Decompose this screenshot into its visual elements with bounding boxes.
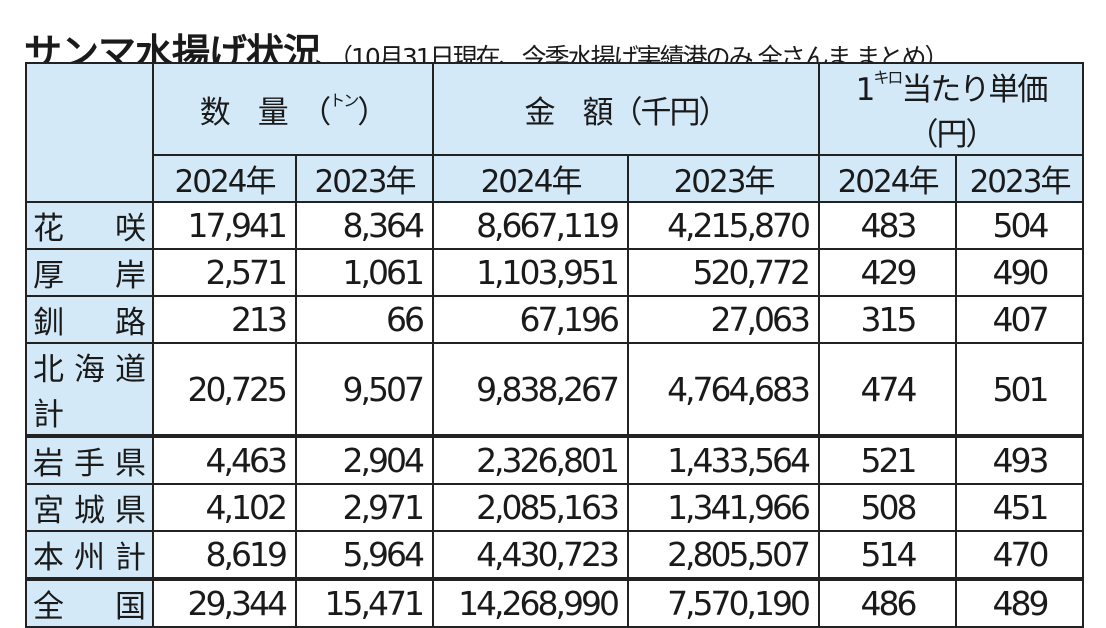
value-cell: 8,364: [294, 201, 435, 250]
value-cell: 20,725: [152, 342, 297, 438]
table-row: 厚岸 2,571 1,061 1,103,951 520,772 429 490: [25, 248, 1085, 297]
row-label: 本州計: [25, 530, 154, 581]
header-quantity: 数 量 （トン）: [151, 62, 435, 156]
value-cell: 27,063: [627, 295, 821, 344]
row-label: 宮城県: [25, 483, 154, 532]
value-cell: 2,971: [294, 483, 435, 532]
row-label: 厚岸: [25, 248, 154, 297]
row-label: 北海道計: [25, 342, 154, 438]
value-cell: 1,061: [294, 248, 435, 297]
value-cell: 17,941: [152, 201, 297, 250]
year-header: 2024年: [818, 154, 958, 203]
value-cell: 521: [818, 435, 958, 485]
year-header: 2023年: [627, 154, 821, 203]
value-cell: 483: [818, 201, 958, 250]
value-cell: 9,507: [294, 342, 435, 438]
corner-cell: [25, 62, 154, 203]
header-amount: 金 額（千円）: [432, 62, 821, 156]
year-header: 2023年: [955, 154, 1085, 203]
value-cell: 315: [818, 295, 958, 344]
table-row: 釧路 213 66 67,196 27,063 315 407: [25, 295, 1085, 344]
value-cell: 1,433,564: [627, 435, 821, 485]
value-cell: 8,619: [152, 530, 297, 581]
value-cell: 486: [818, 578, 958, 628]
value-cell: 489: [955, 578, 1085, 628]
value-cell: 29,344: [152, 578, 297, 628]
table-row: 本州計 8,619 5,964 4,430,723 2,805,507 514 470: [25, 530, 1085, 581]
value-cell: 5,964: [294, 530, 435, 581]
value-cell: 520,772: [627, 248, 821, 297]
value-cell: 67,196: [432, 295, 630, 344]
year-header: 2023年: [294, 154, 435, 203]
table-row: 北海道計 20,725 9,507 9,838,267 4,764,683 474 501: [25, 342, 1085, 438]
landing-table: 数 量 （トン） 金 額（千円） 1キロ当たり単価（円） 2024年 2023年…: [25, 62, 1085, 628]
table-row: 全国 29,344 15,471 14,268,990 7,570,190 486 489: [25, 578, 1085, 628]
header-row-years: 2024年 2023年 2024年 2023年 2024年 2023年: [26, 154, 1085, 203]
value-cell: 14,268,990: [432, 578, 630, 628]
value-cell: 1,103,951: [432, 248, 630, 297]
value-cell: 504: [955, 201, 1085, 250]
value-cell: 474: [818, 342, 958, 438]
value-cell: 493: [955, 435, 1085, 485]
value-cell: 4,430,723: [432, 530, 630, 581]
value-cell: 2,904: [294, 435, 435, 485]
value-cell: 7,570,190: [627, 578, 821, 628]
row-label: 岩手県: [25, 435, 154, 485]
value-cell: 9,838,267: [432, 342, 630, 438]
row-label: 全国: [25, 578, 154, 628]
value-cell: 2,085,163: [432, 483, 630, 532]
value-cell: 508: [818, 483, 958, 532]
year-header: 2024年: [432, 154, 630, 203]
value-cell: 8,667,119: [432, 201, 630, 250]
value-cell: 15,471: [294, 578, 435, 628]
value-cell: 451: [955, 483, 1085, 532]
value-cell: 429: [818, 248, 958, 297]
value-cell: 2,571: [152, 248, 297, 297]
value-cell: 213: [152, 295, 297, 344]
value-cell: 501: [955, 342, 1085, 438]
year-header: 2024年: [152, 154, 297, 203]
header-unit-price: 1キロ当たり単価（円）: [818, 62, 1085, 156]
value-cell: 514: [818, 530, 958, 581]
value-cell: 407: [955, 295, 1085, 344]
value-cell: 4,764,683: [627, 342, 821, 438]
table-row: 岩手県 4,463 2,904 2,326,801 1,433,564 521 493: [25, 435, 1085, 485]
value-cell: 2,805,507: [627, 530, 821, 581]
header-row-groups: 数 量 （トン） 金 額（千円） 1キロ当たり単価（円）: [25, 62, 1085, 203]
value-cell: 490: [955, 248, 1085, 297]
table-row: 花咲 17,941 8,364 8,667,119 4,215,870 483 504: [25, 201, 1085, 250]
row-label: 釧路: [25, 295, 154, 344]
value-cell: 4,215,870: [627, 201, 821, 250]
value-cell: 2,326,801: [432, 435, 630, 485]
value-cell: 4,102: [152, 483, 297, 532]
value-cell: 4,463: [152, 435, 297, 485]
row-label: 花咲: [25, 201, 154, 250]
value-cell: 66: [294, 295, 435, 344]
table-row: 宮城県 4,102 2,971 2,085,163 1,341,966 508 451: [25, 483, 1085, 532]
value-cell: 470: [955, 530, 1085, 581]
value-cell: 1,341,966: [627, 483, 821, 532]
